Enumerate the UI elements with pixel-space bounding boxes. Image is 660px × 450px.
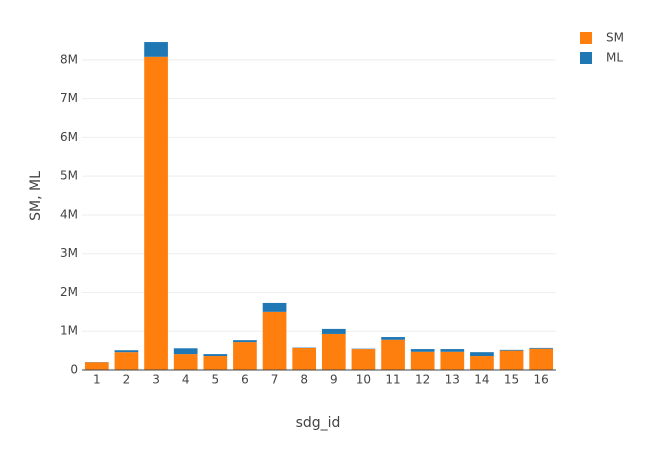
bar-segment xyxy=(144,56,168,370)
x-tick-label: 6 xyxy=(241,373,249,387)
bar-segment xyxy=(470,352,494,357)
y-axis-title: SM, ML xyxy=(28,171,44,221)
bar-segment xyxy=(114,350,139,353)
bar-segment xyxy=(233,340,257,343)
bar-segment xyxy=(410,349,435,352)
x-tick-label: 7 xyxy=(271,373,279,387)
y-tick-label: 6M xyxy=(60,130,78,144)
bar-segment xyxy=(292,347,317,370)
x-tick-label: 3 xyxy=(152,373,160,387)
x-tick-label: 16 xyxy=(534,373,549,387)
bar-segment xyxy=(529,347,554,349)
y-tick-label: 3M xyxy=(60,246,78,260)
bar-segment xyxy=(84,362,109,370)
x-tick-label: 11 xyxy=(385,373,400,387)
x-tick-label: 4 xyxy=(182,373,190,387)
x-tick-label: 9 xyxy=(330,373,338,387)
bar-segment xyxy=(410,351,435,370)
x-tick-label: 1 xyxy=(93,373,101,387)
bar-segment xyxy=(203,354,228,357)
bar-segment xyxy=(262,311,287,370)
bar-segment xyxy=(440,351,465,370)
legend-label: ML xyxy=(606,51,623,65)
bar-segment xyxy=(381,337,405,340)
y-tick-label: 2M xyxy=(60,285,78,299)
y-tick-label: 4M xyxy=(60,207,78,221)
y-tick-label: 7M xyxy=(60,91,78,105)
x-tick-label: 2 xyxy=(123,373,131,387)
legend-swatch xyxy=(580,32,592,44)
bar-segment xyxy=(173,348,198,355)
bar-segment xyxy=(529,348,554,370)
bar-segment xyxy=(144,42,168,57)
bar-segment xyxy=(499,349,524,351)
x-tick-label: 14 xyxy=(474,373,489,387)
y-tick-label: 5M xyxy=(60,169,78,183)
x-tick-label: 13 xyxy=(445,373,460,387)
y-tick-label: 0 xyxy=(70,363,78,377)
bar-segment xyxy=(321,333,346,370)
bar-segment xyxy=(499,350,524,370)
y-tick-label: 1M xyxy=(60,324,78,338)
bar-segment xyxy=(321,328,346,334)
bar-segment xyxy=(440,349,465,352)
x-tick-label: 8 xyxy=(300,373,308,387)
legend-swatch xyxy=(580,52,592,64)
bar-segment xyxy=(233,342,257,370)
legend-label: SM xyxy=(606,31,624,45)
bar-segment xyxy=(262,302,287,312)
x-axis-title: sdg_id xyxy=(296,415,341,431)
y-tick-label: 8M xyxy=(60,52,78,66)
bar-segment xyxy=(351,349,376,370)
x-tick-label: 12 xyxy=(415,373,430,387)
bar-segment xyxy=(173,354,198,370)
x-tick-label: 5 xyxy=(211,373,219,387)
x-tick-label: 15 xyxy=(504,373,519,387)
bar-segment xyxy=(114,352,139,370)
bar-segment xyxy=(203,356,228,370)
x-tick-label: 10 xyxy=(356,373,371,387)
bar-segment xyxy=(470,356,494,370)
bar-segment xyxy=(381,339,405,370)
